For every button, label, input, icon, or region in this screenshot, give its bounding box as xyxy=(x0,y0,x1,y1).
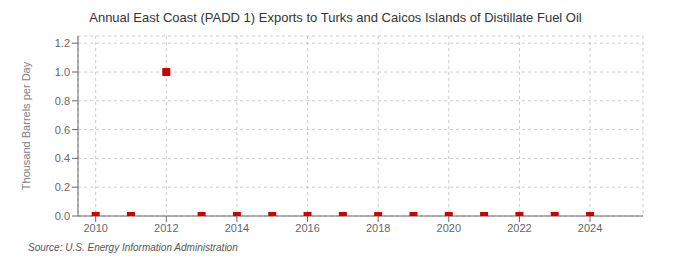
svg-text:2010: 2010 xyxy=(83,222,107,234)
svg-text:0.4: 0.4 xyxy=(55,152,70,164)
svg-text:2020: 2020 xyxy=(437,222,461,234)
svg-text:2016: 2016 xyxy=(295,222,319,234)
html-text:Source: U.S. Energy Informatio: Source: U.S. Energy Information Administ… xyxy=(28,242,238,253)
svg-text:1.0: 1.0 xyxy=(55,66,70,78)
svg-text:1.2: 1.2 xyxy=(55,37,70,49)
svg-text:2014: 2014 xyxy=(225,222,249,234)
svg-text:2012: 2012 xyxy=(154,222,178,234)
html-text:Annual East Coast (PADD 1) Exp: Annual East Coast (PADD 1) Exports to Tu… xyxy=(89,10,582,25)
svg-text:2024: 2024 xyxy=(578,222,602,234)
svg-text:Thousand Barrels per Day: Thousand Barrels per Day xyxy=(20,61,32,190)
svg-text:0.8: 0.8 xyxy=(55,95,70,107)
svg-text:2022: 2022 xyxy=(507,222,531,234)
svg-text:0.6: 0.6 xyxy=(55,124,70,136)
svg-text:0.0: 0.0 xyxy=(55,210,70,222)
svg-text:2018: 2018 xyxy=(366,222,390,234)
svg-text:0.2: 0.2 xyxy=(55,181,70,193)
